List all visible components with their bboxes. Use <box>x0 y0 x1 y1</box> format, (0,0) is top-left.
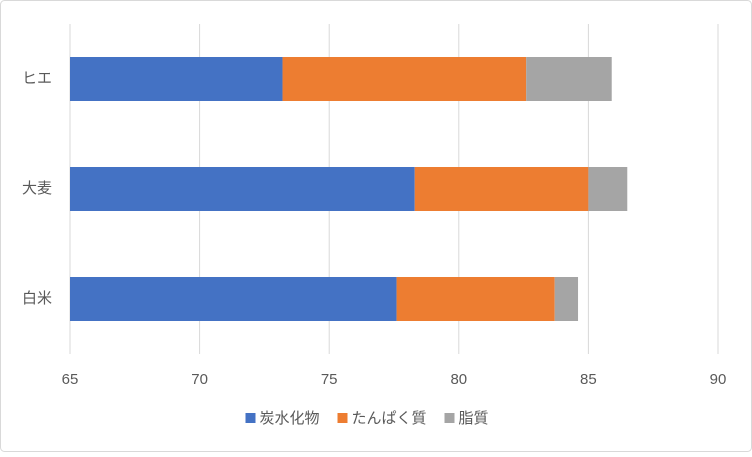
x-tick-label: 90 <box>710 371 727 388</box>
x-tick-label: 80 <box>450 371 467 388</box>
bar-segment <box>414 167 589 211</box>
bar-segment <box>70 57 283 101</box>
legend-label: たんぱく質 <box>352 409 427 427</box>
x-tick-label: 75 <box>321 371 338 388</box>
legend-label: 炭水化物 <box>260 410 320 427</box>
bar-segment <box>70 277 397 321</box>
y-tick-label: 大麦 <box>22 180 52 197</box>
bar-segment <box>70 167 415 211</box>
y-tick-label: 白米 <box>22 290 52 307</box>
bar-segment <box>554 277 579 321</box>
legend-swatch <box>337 413 348 423</box>
bar-segment <box>526 57 612 101</box>
legend-label: 脂質 <box>459 409 489 427</box>
y-tick-label: ヒエ <box>22 70 52 87</box>
legend-swatch <box>245 413 256 423</box>
x-tick-label: 65 <box>62 371 79 388</box>
bar-segment <box>396 277 555 321</box>
x-tick-label: 85 <box>580 371 597 388</box>
bar-segment <box>588 167 628 211</box>
bar-segment <box>282 57 527 101</box>
legend-swatch <box>444 413 455 423</box>
x-tick-label: 70 <box>191 371 208 388</box>
